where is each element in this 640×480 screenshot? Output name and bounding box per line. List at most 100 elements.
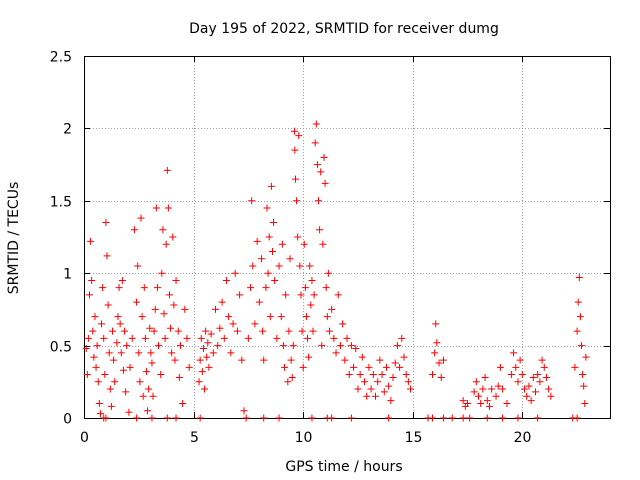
data-point	[115, 284, 123, 292]
data-point	[492, 392, 500, 400]
data-point	[278, 240, 286, 248]
data-point	[547, 392, 555, 400]
data-point	[150, 327, 158, 335]
data-point	[144, 407, 152, 415]
data-point	[301, 284, 309, 292]
data-point	[114, 313, 122, 321]
data-point	[130, 226, 138, 234]
plot-frame	[84, 56, 611, 419]
data-point	[470, 388, 478, 396]
x-tick-label: 10	[295, 430, 313, 446]
data-point	[125, 408, 133, 416]
chart-title: Day 195 of 2022, SRMTID for receiver dum…	[189, 21, 499, 37]
data-point	[369, 371, 377, 379]
data-point-zero	[347, 414, 355, 422]
data-point	[142, 368, 150, 376]
data-point	[545, 385, 553, 393]
data-point	[164, 204, 172, 212]
x-tick-label: 15	[405, 430, 423, 446]
data-point	[149, 392, 157, 400]
data-point	[540, 363, 548, 371]
data-point	[311, 139, 319, 147]
data-point	[477, 400, 485, 408]
data-point	[84, 334, 92, 342]
data-point	[202, 327, 210, 335]
data-point	[123, 342, 131, 350]
data-point	[499, 385, 507, 393]
data-point	[580, 382, 588, 390]
data-point	[233, 327, 241, 335]
data-point	[266, 313, 274, 321]
data-point	[433, 339, 441, 347]
y-tick-label: 2	[63, 122, 72, 138]
data-point	[271, 276, 279, 284]
data-point	[437, 373, 445, 381]
data-point	[378, 371, 386, 379]
data-point	[479, 385, 487, 393]
data-point	[83, 371, 91, 379]
x-axis-tick-labels: 0 5 10 15 20	[80, 430, 531, 446]
data-point	[147, 349, 155, 357]
data-point	[227, 349, 235, 357]
data-point	[93, 342, 101, 350]
data-point	[204, 339, 212, 347]
data-point	[472, 378, 480, 386]
data-point	[148, 359, 156, 367]
data-point	[260, 356, 268, 364]
data-point	[258, 255, 266, 263]
data-point	[290, 127, 298, 135]
data-point	[203, 353, 211, 361]
data-point	[538, 356, 546, 364]
data-point	[345, 371, 353, 379]
data-point	[341, 356, 349, 364]
data-point	[531, 388, 539, 396]
data-point	[160, 310, 168, 318]
data-point	[98, 320, 106, 328]
data-point	[297, 291, 305, 299]
data-point	[116, 320, 124, 328]
data-point	[354, 385, 362, 393]
data-point	[320, 153, 328, 161]
data-point	[90, 353, 98, 361]
data-point	[365, 363, 373, 371]
x-axis-label: GPS time / hours	[285, 459, 402, 475]
data-point	[352, 344, 360, 352]
data-point	[328, 305, 336, 313]
data-point	[343, 334, 351, 342]
data-point	[231, 269, 239, 277]
data-point	[268, 247, 276, 255]
data-point-zero	[459, 414, 467, 422]
data-point	[145, 385, 153, 393]
data-point	[289, 342, 297, 350]
data-point	[157, 371, 165, 379]
data-point-zero	[260, 414, 268, 422]
data-point	[198, 368, 206, 376]
data-point	[380, 388, 388, 396]
data-point	[153, 284, 161, 292]
data-point	[137, 214, 145, 222]
data-point-zero	[328, 414, 336, 422]
data-point	[138, 313, 146, 321]
data-point	[126, 363, 134, 371]
data-point	[315, 197, 323, 205]
data-point	[284, 378, 292, 386]
data-point	[432, 320, 440, 328]
data-point	[488, 385, 496, 393]
data-point	[291, 146, 299, 154]
data-point	[534, 371, 542, 379]
data-point	[172, 276, 180, 284]
data-point	[168, 349, 176, 357]
data-point	[170, 301, 178, 309]
data-point	[389, 373, 397, 381]
data-point	[304, 334, 312, 342]
data-point	[88, 276, 96, 284]
data-point	[151, 305, 159, 313]
data-point-zero	[448, 414, 456, 422]
data-point	[267, 182, 275, 190]
data-point	[264, 269, 272, 277]
data-point	[325, 327, 333, 335]
data-point	[339, 320, 347, 328]
data-point	[296, 262, 304, 270]
data-point	[407, 385, 415, 393]
data-point-zero	[499, 414, 507, 422]
